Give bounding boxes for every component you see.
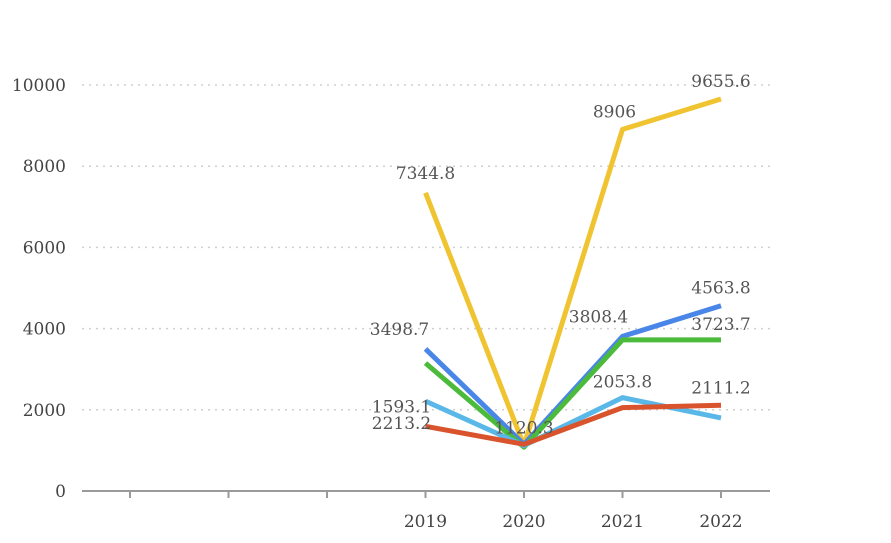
data-label: 2053.8 — [593, 373, 652, 393]
data-label: 3498.7 — [370, 320, 429, 340]
y-tick-label: 8000 — [23, 157, 66, 177]
y-tick-label: 10000 — [12, 76, 66, 96]
series-line-3 — [423, 337, 721, 450]
gridlines — [82, 84, 770, 411]
data-label: 8906 — [593, 102, 636, 122]
data-labels: 7344.8 8906 9655.6 3498.7 3808.4 4563.8 3723.7… — [370, 72, 751, 439]
data-label: 3808.4 — [569, 307, 628, 327]
x-tick-label: 2020 — [502, 512, 545, 532]
data-label: 3723.7 — [691, 315, 750, 335]
data-label: 2213.2 — [372, 414, 431, 434]
x-tick-label: 2022 — [699, 512, 742, 532]
series-line-5 — [425, 402, 722, 447]
data-label: 1593.1 — [372, 397, 431, 417]
y-tick-label: 0 — [55, 482, 66, 502]
series-line-1 — [423, 96, 722, 449]
data-label: 9655.6 — [691, 72, 750, 92]
x-tick-label: 2019 — [404, 512, 447, 532]
y-tick-label: 6000 — [23, 238, 66, 258]
series-lines — [423, 96, 722, 450]
x-tick-label: 2021 — [601, 512, 644, 532]
data-label: 7344.8 — [396, 164, 455, 184]
y-tick-label: 4000 — [23, 320, 66, 340]
data-label: 4563.8 — [691, 279, 750, 299]
y-tick-label: 2000 — [23, 401, 66, 421]
data-label: 1120.3 — [494, 419, 553, 439]
data-label: 2111.2 — [691, 378, 750, 398]
axes: 0 2000 4000 6000 8000 10000 2019 2020 2021 2022 — [12, 76, 770, 532]
